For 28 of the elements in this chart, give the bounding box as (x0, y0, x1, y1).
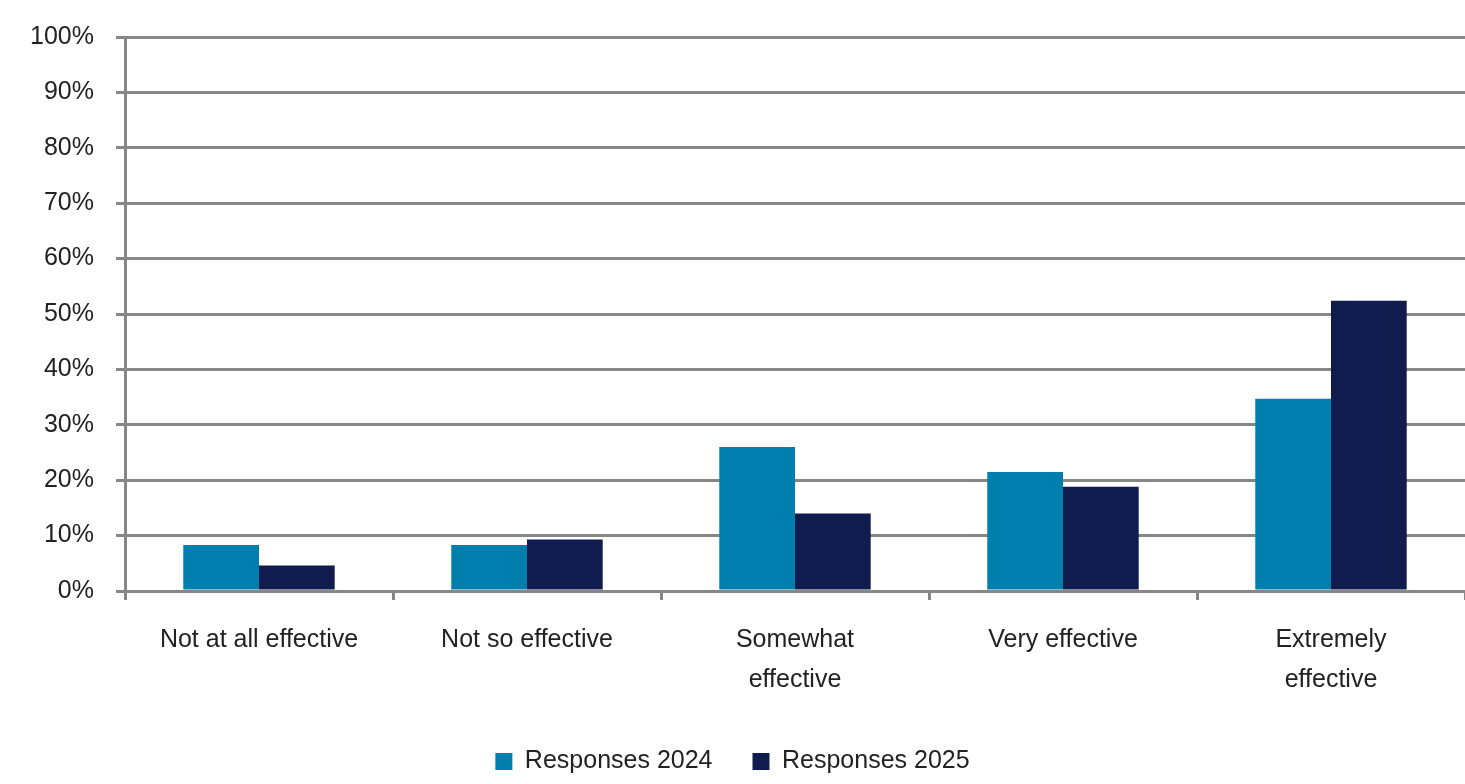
y-tick-label: 20% (43, 464, 94, 493)
bar (259, 565, 335, 590)
bar (1331, 300, 1407, 590)
bar (1255, 398, 1331, 590)
legend-label: Responses 2025 (782, 745, 970, 774)
bar (527, 539, 603, 590)
x-tick-label: Not at all effective (159, 623, 359, 652)
y-tick-label: 90% (43, 76, 94, 105)
bar (1063, 486, 1139, 590)
bar (795, 513, 871, 590)
y-tick-label: 70% (43, 187, 94, 216)
x-tick-label: Extremely effective (1275, 623, 1388, 692)
y-tick-label: 0% (57, 574, 94, 603)
y-tick-label: 30% (43, 408, 94, 437)
bar (987, 471, 1063, 590)
bar (183, 545, 259, 590)
bar (451, 545, 527, 590)
y-tick-label: 10% (43, 519, 94, 548)
y-tick-label: 60% (43, 242, 94, 271)
x-tick-label: Very effective (988, 623, 1138, 652)
legend-label: Responses 2024 (524, 745, 713, 774)
y-tick-label: 100% (30, 20, 94, 49)
x-tick-label: Somewhat effective (735, 623, 855, 692)
y-tick-label: 50% (43, 297, 94, 326)
y-tick-label: 80% (43, 131, 94, 160)
y-tick-label: 40% (43, 353, 94, 382)
x-tick-label: Not so effective (441, 623, 613, 652)
bar (719, 446, 795, 590)
